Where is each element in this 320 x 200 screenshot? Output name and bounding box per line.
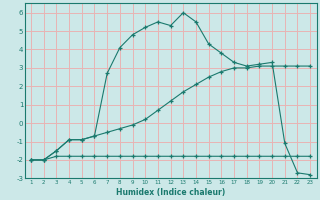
X-axis label: Humidex (Indice chaleur): Humidex (Indice chaleur) — [116, 188, 225, 197]
